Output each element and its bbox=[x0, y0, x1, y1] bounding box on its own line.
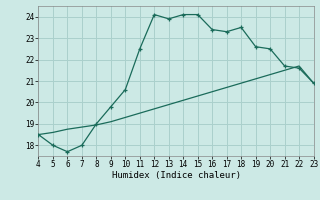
X-axis label: Humidex (Indice chaleur): Humidex (Indice chaleur) bbox=[111, 171, 241, 180]
